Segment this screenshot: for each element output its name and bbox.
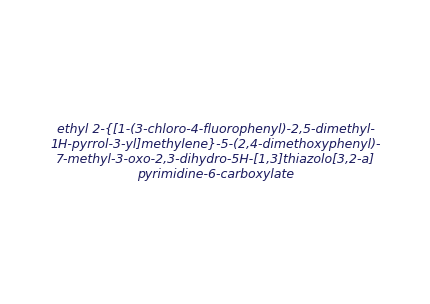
- Text: ethyl 2-{[1-(3-chloro-4-fluorophenyl)-2,5-dimethyl-
1H-pyrrol-3-yl]methylene}-5-: ethyl 2-{[1-(3-chloro-4-fluorophenyl)-2,…: [50, 123, 380, 181]
